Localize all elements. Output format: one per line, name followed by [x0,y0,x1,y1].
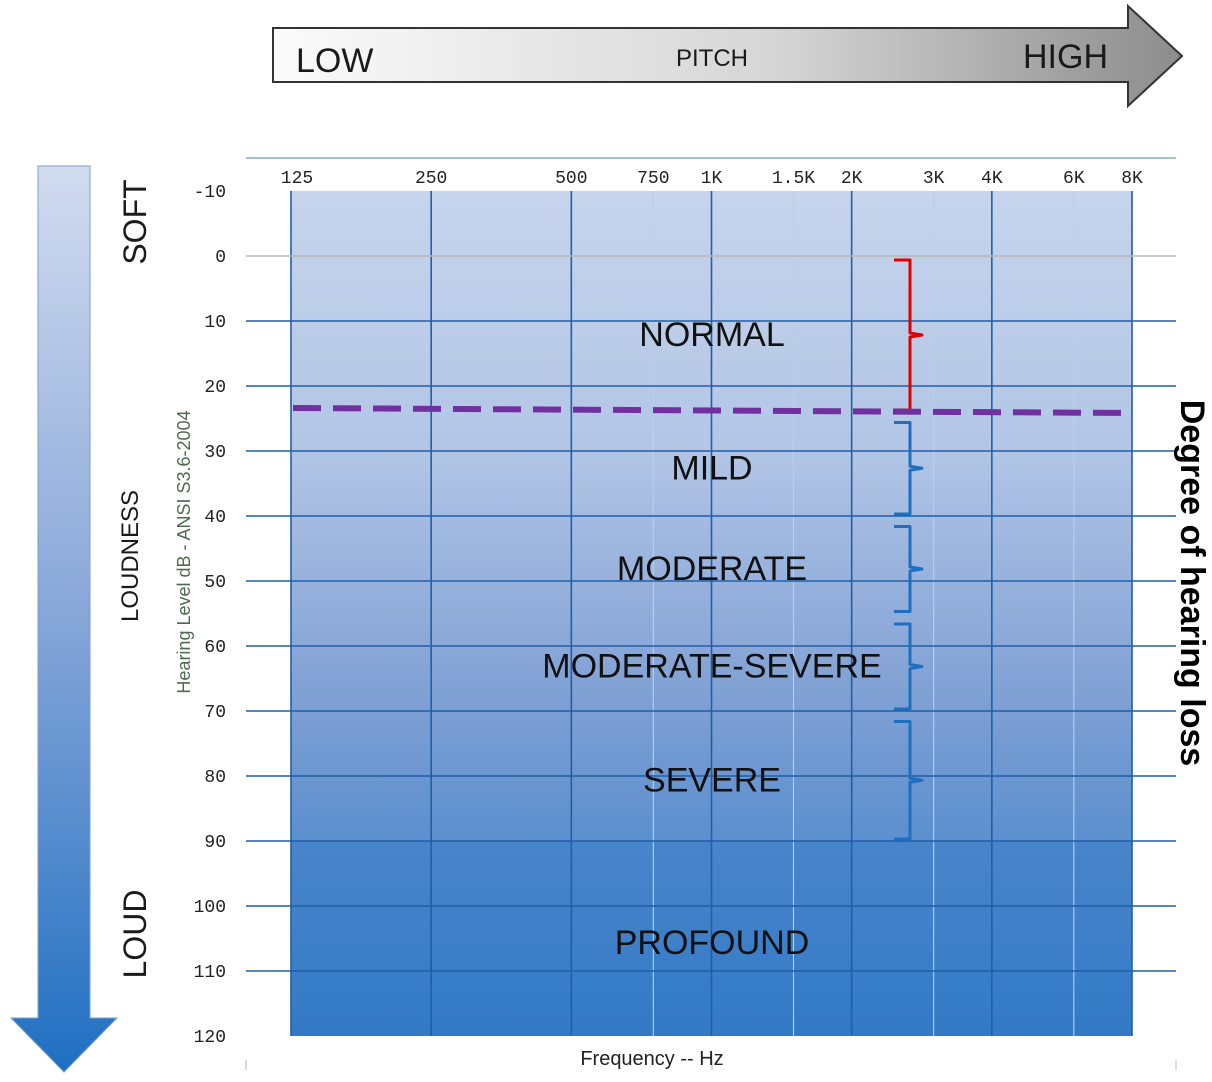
band-bracket [894,622,924,711]
x-tick-label: 2K [841,169,863,189]
y-tick-label: 10 [204,313,226,333]
x-axis-label: Frequency -- Hz [580,1048,723,1070]
y-tick-label: 100 [194,898,226,918]
loudness-arrow [9,165,119,1073]
y-tick-label: 70 [204,703,226,723]
y-tick-label: 90 [204,833,226,853]
y-tick-label: 20 [204,378,226,398]
x-tick-label: 8K [1121,169,1143,189]
x-tick-label: 750 [637,169,669,189]
horizontal-gridlines [245,255,1177,1070]
band-label: MODERATE-SEVERE [542,648,881,686]
loudness-title: LOUDNESS [117,490,144,622]
pitch-arrow: LOW PITCH HIGH [272,3,1184,109]
vertical-gridlines [290,191,1133,1036]
normal-threshold-line [292,405,1133,416]
y-tick-label: 80 [204,768,226,788]
x-tick-label: 1.5K [772,169,815,189]
degree-bands: NORMAL MILD MODERATE MODERATE-SEVERE SEVERE P… [542,258,924,962]
pitch-high-label: HIGH [1023,38,1108,76]
band-bracket [894,421,924,516]
band-bracket [894,525,924,613]
band-bracket [894,720,924,841]
y-tick-label: 60 [204,638,226,658]
loudness-arrow-shape [9,165,119,1073]
y-tick-label: 0 [215,248,226,268]
audiogram-plot: 125 250 500 750 1K 1.5K 2K 3K 4K 6K 8K -10 0 10 20 30 4… [194,157,1177,1070]
x-tick-label: 6K [1063,169,1085,189]
x-tick-label: 4K [981,169,1003,189]
pitch-arrow-shape [272,3,1184,109]
y-tick-label: -10 [194,183,226,203]
x-tick-label: 500 [555,169,587,189]
y-tick-label: 50 [204,573,226,593]
y-axis-label: Hearing Level dB - ANSI S3.6-2004 [174,410,194,693]
band-label: NORMAL [639,316,784,354]
y-tick-label: 120 [194,1028,226,1048]
x-tick-label: 250 [415,169,447,189]
y-tick-label: 40 [204,508,226,528]
y-tick-label: 30 [204,443,226,463]
x-tick-label: 1K [701,169,723,189]
band-label: SEVERE [643,761,781,799]
x-tick-label: 3K [923,169,945,189]
band-label: MODERATE [617,550,807,588]
pitch-title: PITCH [676,45,748,72]
x-tick-label: 125 [281,169,313,189]
y-tick-labels: -10 0 10 20 30 40 50 60 70 80 90 100 110 120 [194,183,226,1048]
band-label: PROFOUND [615,924,810,962]
band-label: MILD [671,449,752,487]
y-tick-label: 110 [194,963,226,983]
loudness-loud-label: LOUD [117,890,153,979]
x-tick-labels: 125 250 500 750 1K 1.5K 2K 3K 4K 6K 8K [281,169,1143,189]
pitch-low-label: LOW [296,42,373,80]
loudness-soft-label: SOFT [117,179,153,264]
side-title: Degree of hearing loss [1173,400,1211,767]
